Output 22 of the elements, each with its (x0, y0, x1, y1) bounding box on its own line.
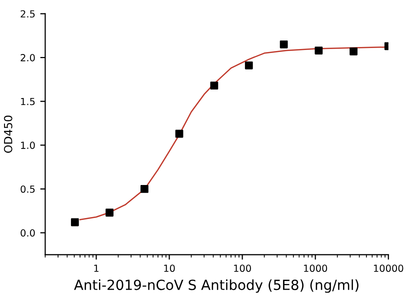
point (106, 208, 114, 217)
y-tick-label: 2.0 (20, 54, 35, 62)
point (350, 47, 358, 56)
x-axis-title: Anti-2019-nCoV S Antibody (5E8) (ng/ml) (74, 279, 358, 293)
y-tick-label: 1.5 (21, 98, 35, 106)
point (280, 40, 288, 48)
x-tick-label: 100 (234, 264, 251, 272)
y-tick-label: 1.0 (21, 142, 35, 149)
y-axis-title: OD450 (4, 116, 12, 153)
point (210, 82, 218, 90)
y-tick-label: 0.5 (20, 185, 35, 193)
point (140, 185, 148, 193)
point (314, 46, 323, 54)
point (175, 130, 184, 138)
x-tick-label: 10000 (374, 264, 404, 272)
y-tick-label: 2.5 (20, 10, 35, 18)
point (70, 218, 79, 226)
x-tick-label: 1000 (304, 264, 328, 272)
y-tick-label: 0.0 (20, 229, 35, 237)
x-tick-label: 10 (164, 264, 175, 272)
point (244, 61, 253, 70)
x-tick-label: 1 (94, 264, 98, 272)
